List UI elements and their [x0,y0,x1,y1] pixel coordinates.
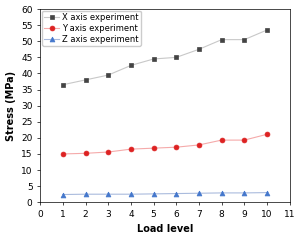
Line: Z axis experiment: Z axis experiment [61,190,269,197]
X axis experiment [61,83,65,86]
Line: Y axis experiment: Y axis experiment [61,132,269,156]
Y axis experiment [265,133,269,136]
X axis experiment [107,74,110,77]
Z axis experiment [152,192,155,195]
Z axis experiment [84,193,87,196]
Z axis experiment [243,192,246,194]
Z axis experiment [61,193,65,196]
Legend: X axis experiment, Y axis experiment, Z axis experiment: X axis experiment, Y axis experiment, Z … [42,11,141,46]
X axis experiment [129,64,133,67]
X axis experiment [220,38,223,41]
X axis experiment [84,78,87,81]
Y axis experiment [61,152,65,155]
Y axis experiment [197,144,201,146]
X axis experiment [243,38,246,41]
Y axis experiment [107,150,110,153]
Y-axis label: Stress (MPa): Stress (MPa) [5,71,16,141]
Line: X axis experiment: X axis experiment [61,28,269,87]
X-axis label: Load level: Load level [137,224,193,234]
Z axis experiment [197,192,201,195]
X axis experiment [175,56,178,59]
Y axis experiment [152,147,155,150]
X axis experiment [197,48,201,51]
Y axis experiment [220,139,223,142]
Z axis experiment [175,192,178,195]
X axis experiment [265,29,269,31]
Y axis experiment [129,148,133,150]
X axis experiment [152,58,155,60]
Z axis experiment [107,193,110,196]
Y axis experiment [243,139,246,142]
Z axis experiment [265,191,269,194]
Z axis experiment [129,193,133,196]
Y axis experiment [84,152,87,155]
Z axis experiment [220,192,223,194]
Y axis experiment [175,146,178,149]
